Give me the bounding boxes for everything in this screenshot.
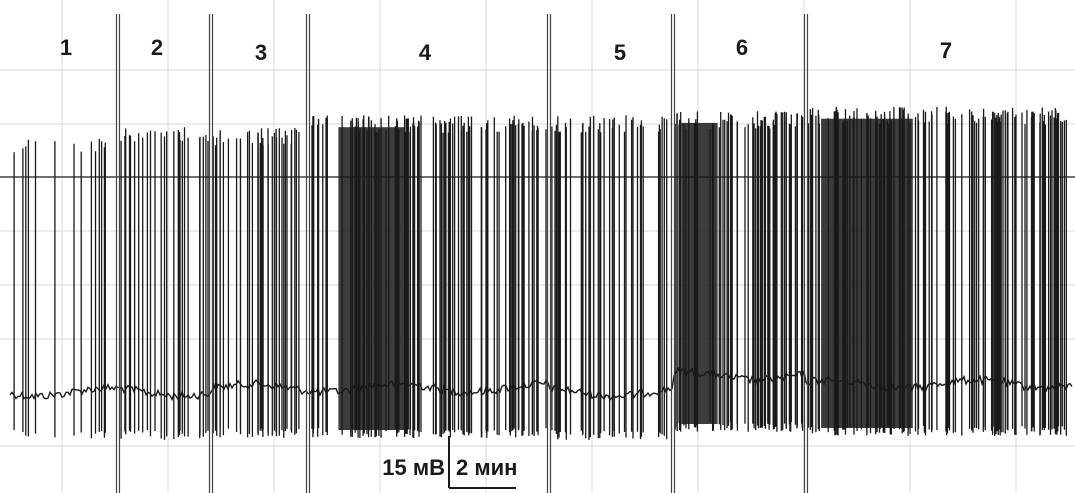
segment-label-7: 7 [940, 38, 952, 63]
segment-label-4: 4 [419, 40, 432, 65]
spike-train-segment-2 [120, 127, 209, 440]
scale-bar-time-label: 2 мин [456, 455, 517, 480]
burst-block-segment-7 [821, 118, 913, 428]
scale-bar: 15 мВ 2 мин [382, 436, 517, 489]
scale-bar-voltage-label: 15 мВ [382, 455, 445, 480]
label-layer: 1 2 3 4 5 6 7 [60, 35, 952, 65]
burst-block-segment-4 [338, 127, 405, 430]
segment-label-5: 5 [614, 40, 626, 65]
divider-layer [115, 14, 809, 493]
segment-label-6: 6 [736, 35, 748, 60]
segment-label-3: 3 [255, 40, 267, 65]
segment-label-2: 2 [151, 35, 163, 60]
spike-train-segment-1 [13, 138, 106, 439]
spike-train-segment-5 [551, 115, 668, 440]
trace-layer [9, 106, 1073, 440]
segment-label-1: 1 [60, 35, 72, 60]
burst-block-segment-6 [681, 122, 718, 425]
spike-train-segment-3 [212, 128, 300, 438]
